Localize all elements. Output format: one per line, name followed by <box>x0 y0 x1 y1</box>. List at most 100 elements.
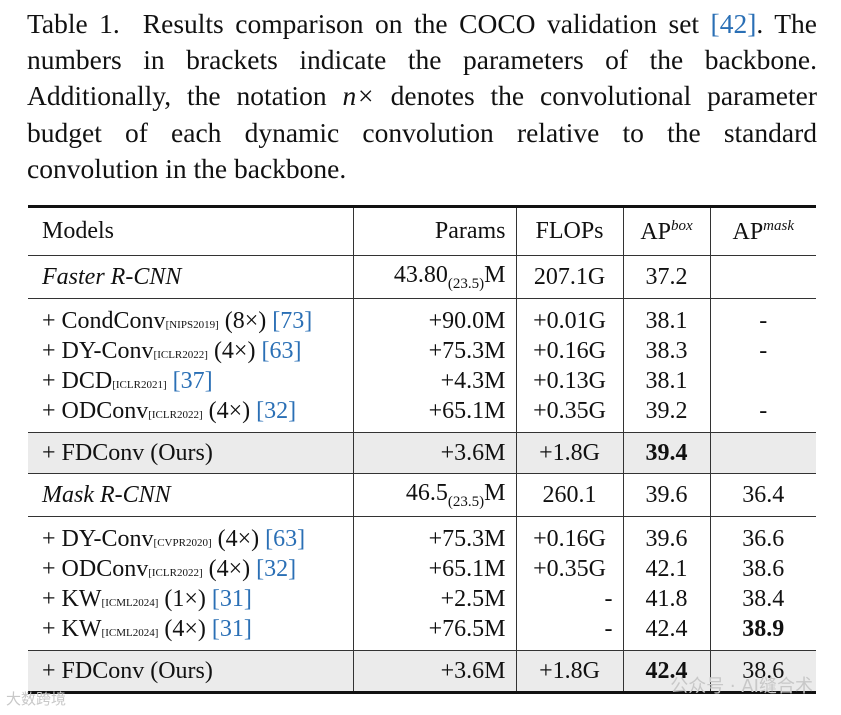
caption-text-b: . The numbers in brackets indicate the p… <box>27 8 817 112</box>
params-value: 43.80 <box>393 261 448 288</box>
model-name: + DCD[ICLR2021] [37] <box>28 366 353 396</box>
ap-box-cell: 42.1 <box>622 554 710 584</box>
ours-ap-box: 42.4 <box>622 650 710 694</box>
table-row: + DY-Conv[ICLR2022] (4×) [63] +75.3M +0.… <box>28 336 816 366</box>
model-multiplier: (4×) <box>213 337 256 364</box>
flops-cell: +0.35G <box>515 396 623 433</box>
ap-box-cell: 42.4 <box>622 614 710 651</box>
flops-cell: +0.35G <box>515 554 623 584</box>
model-prefix: + ODConv <box>42 555 149 582</box>
model-venue: [ICLR2022] <box>153 348 208 361</box>
flops-cell: - <box>515 584 623 614</box>
params-cell: +65.1M <box>352 554 516 584</box>
table-row: + KW[ICML2024] (1×) [31] +2.5M - 41.8 38… <box>28 584 816 614</box>
params-unit: M <box>484 479 506 506</box>
params-cell: +2.5M <box>352 584 516 614</box>
flops-cell: +0.16G <box>515 516 623 554</box>
caption-citation[interactable]: [42] <box>710 8 757 39</box>
mask-rcnn-ap-mask: 36.4 <box>709 473 816 517</box>
faster-rcnn-params: 43.80(23.5)M <box>352 255 516 299</box>
ap-box-cell: 41.8 <box>622 584 710 614</box>
model-prefix: + DY-Conv <box>42 525 154 552</box>
faster-rcnn-ap-mask <box>709 255 816 299</box>
ours-flops: +1.8G <box>515 650 623 694</box>
watermark-right: 公众号 · AI缝合术 <box>670 676 813 697</box>
ap-box-cell: 38.3 <box>622 336 710 366</box>
model-multiplier: (8×) <box>224 307 267 334</box>
model-multiplier: (4×) <box>164 615 206 642</box>
model-multiplier: (4×) <box>217 525 260 552</box>
faster-rcnn-name: Faster R-CNN <box>28 255 353 299</box>
model-name: + KW[ICML2024] (4×) [31] <box>28 614 353 651</box>
table-row: + ODConv[ICLR2022] (4×) [32] +65.1M +0.3… <box>28 554 816 584</box>
model-venue: [ICLR2022] <box>148 408 203 421</box>
model-venue: [NIPS2019] <box>165 318 219 331</box>
ap-label: AP <box>732 218 764 245</box>
model-name: + DY-Conv[CVPR2020] (4×) [63] <box>28 517 353 555</box>
mask-rcnn-flops: 260.1 <box>515 473 623 517</box>
model-citation[interactable]: [63] <box>265 525 306 552</box>
ours-name: + FDConv (Ours) <box>28 432 353 474</box>
params-cell: +75.3M <box>352 516 516 554</box>
model-citation[interactable]: [63] <box>261 337 302 364</box>
ap-mask-cell: - <box>709 336 816 366</box>
flops-cell: - <box>515 614 623 651</box>
faster-ours-row: + FDConv (Ours) +3.6M +1.8G 39.4 <box>28 432 816 474</box>
params-cell: +4.3M <box>352 366 516 396</box>
ap-mask-cell: 38.9 <box>709 614 816 651</box>
model-prefix: + KW <box>42 615 102 642</box>
model-name: + ODConv[ICLR2022] (4×) [32] <box>28 554 353 584</box>
ours-params: +3.6M <box>352 650 516 694</box>
ours-params: +3.6M <box>352 432 516 474</box>
flops-cell: +0.16G <box>515 336 623 366</box>
mask-rcnn-baseline-row: Mask R-CNN 46.5(23.5)M 260.1 39.6 36.4 <box>28 473 816 517</box>
model-citation[interactable]: [32] <box>256 397 297 424</box>
model-citation[interactable]: [37] <box>172 367 213 394</box>
model-citation[interactable]: [32] <box>256 555 297 582</box>
ap-box-cell: 39.2 <box>622 396 710 433</box>
flops-cell: +0.01G <box>515 298 623 336</box>
model-prefix: + KW <box>42 585 102 612</box>
model-citation[interactable]: [31] <box>211 615 252 642</box>
model-name: + ODConv[ICLR2022] (4×) [32] <box>28 396 353 433</box>
ap-mask-cell <box>709 366 816 396</box>
ours-ap-mask <box>709 432 816 474</box>
model-prefix: + DY-Conv <box>42 337 154 364</box>
model-venue: [ICML2024] <box>101 596 159 609</box>
model-multiplier: (4×) <box>208 555 251 582</box>
header-ap-mask: APmask <box>709 206 816 256</box>
mask-ours-row: + FDConv (Ours) +3.6M +1.8G 42.4 38.6 <box>28 650 816 694</box>
caption-text-a: Results comparison on the COCO validatio… <box>142 8 700 39</box>
header-ap-box: APbox <box>622 206 710 256</box>
faster-rcnn-ap-box: 37.2 <box>622 255 710 299</box>
model-citation[interactable]: [73] <box>272 307 313 334</box>
ap-box-cell: 39.6 <box>622 516 710 554</box>
model-prefix: + DCD <box>42 367 113 394</box>
model-name: + KW[ICML2024] (1×) [31] <box>28 584 353 614</box>
params-cell: +76.5M <box>352 614 516 651</box>
mask-superscript: mask <box>763 217 794 234</box>
model-prefix: + ODConv <box>42 397 149 424</box>
model-name: + DY-Conv[ICLR2022] (4×) [63] <box>28 336 353 366</box>
table-caption: Table 1. Results comparison on the COCO … <box>27 6 817 187</box>
header-flops: FLOPs <box>515 206 623 256</box>
mask-rcnn-ap-box: 39.6 <box>622 473 710 517</box>
ap-mask-cell: 38.4 <box>709 584 816 614</box>
model-multiplier: (1×) <box>164 585 206 612</box>
mask-rcnn-name: Mask R-CNN <box>28 473 353 517</box>
model-prefix: + CondConv <box>42 307 166 334</box>
model-multiplier: (4×) <box>208 397 251 424</box>
model-citation[interactable]: [31] <box>211 585 252 612</box>
ap-box-cell: 38.1 <box>622 366 710 396</box>
watermark-left: 大数跨境 <box>6 690 67 708</box>
table-row: + ODConv[ICLR2022] (4×) [32] +65.1M +0.3… <box>28 396 816 433</box>
table-row: + CondConv[NIPS2019] (8×) [73] +90.0M +0… <box>28 298 816 336</box>
ap-mask-cell: - <box>709 396 816 433</box>
params-unit: M <box>484 261 506 288</box>
ap-mask-cell: 38.6 <box>709 554 816 584</box>
caption-notation: n× <box>342 80 375 112</box>
faster-rcnn-baseline-row: Faster R-CNN 43.80(23.5)M 207.1G 37.2 <box>28 255 816 299</box>
params-backbone: (23.5) <box>447 275 485 292</box>
ours-ap-mask: 38.6 <box>709 650 816 694</box>
params-cell: +75.3M <box>352 336 516 366</box>
